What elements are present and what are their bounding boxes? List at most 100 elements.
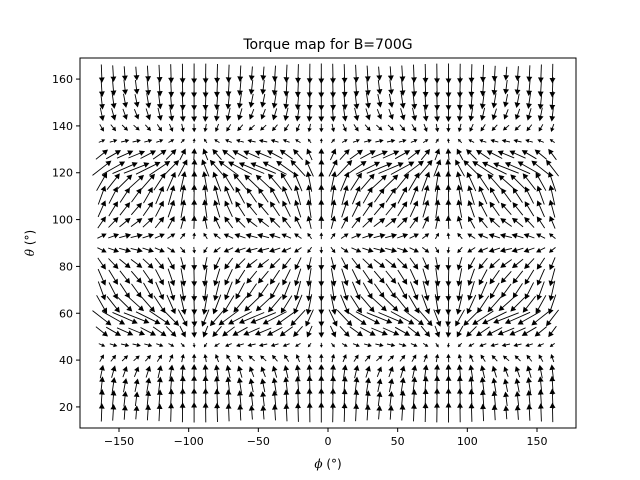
- quiver-arrow: [212, 294, 222, 315]
- quiver-arrow: [328, 159, 338, 177]
- quiver-arrow: [456, 184, 463, 206]
- quiver-arrow: [360, 327, 376, 336]
- quiver-arrow: [214, 364, 220, 379]
- quiver-arrow: [268, 173, 282, 190]
- quiver-arrow: [201, 171, 208, 192]
- quiver-arrow: [145, 108, 152, 121]
- quiver-arrow: [319, 246, 324, 254]
- quiver-arrow: [128, 174, 144, 189]
- quiver-arrow: [108, 186, 118, 204]
- quiver-arrow: [371, 297, 387, 312]
- quiver-arrow: [455, 159, 465, 177]
- quiver-arrow: [341, 185, 349, 206]
- quiver-arrow: [404, 160, 424, 176]
- quiver-arrow: [109, 138, 118, 143]
- quiver-arrow: [524, 282, 535, 300]
- quiver-arrow: [280, 295, 293, 314]
- quiver-arrow: [224, 200, 233, 217]
- quiver-arrow: [362, 201, 373, 217]
- quiver-arrow: [480, 124, 486, 132]
- quiver-arrow: [191, 123, 197, 133]
- quiver-arrow: [202, 364, 209, 380]
- quiver-arrow: [255, 297, 271, 312]
- quiver-arrow: [420, 148, 431, 161]
- quiver-arrow: [306, 63, 313, 84]
- quiver-arrow: [318, 325, 325, 338]
- quiver-arrow: [203, 353, 208, 363]
- quiver-arrow: [500, 271, 512, 284]
- quiver-arrow: [503, 79, 510, 95]
- quiver-arrow: [330, 353, 336, 363]
- quiver-arrow: [191, 148, 198, 161]
- quiver-arrow: [165, 149, 177, 160]
- quiver-arrow: [108, 233, 120, 239]
- quiver-arrow: [537, 139, 544, 143]
- quiver-arrow: [235, 269, 246, 285]
- quiver-arrow: [237, 124, 244, 132]
- quiver-arrow: [511, 247, 524, 254]
- quiver-arrow: [119, 258, 131, 269]
- quiver-arrow: [155, 185, 165, 205]
- quiver-arrow: [168, 123, 174, 132]
- quiver-arrow: [214, 139, 220, 143]
- quiver-arrow: [235, 282, 245, 300]
- quiver-arrow: [342, 354, 347, 363]
- quiver-arrow: [168, 375, 175, 395]
- quiver-arrow: [155, 200, 164, 217]
- quiver-arrow: [457, 342, 463, 348]
- quiver-arrow: [282, 269, 291, 286]
- quiver-arrow: [284, 354, 290, 362]
- quiver-arrow: [145, 65, 152, 82]
- quiver-arrow: [179, 148, 186, 161]
- quiver-arrow: [246, 283, 257, 299]
- quiver-arrow: [260, 79, 267, 95]
- quiver-arrow: [132, 342, 141, 348]
- quiver-arrow: [549, 139, 555, 143]
- quiver-arrow: [202, 257, 209, 271]
- quiver-arrow: [213, 280, 221, 302]
- quiver-arrow: [120, 342, 130, 348]
- quiver-arrow: [121, 404, 128, 420]
- quiver-arrow: [341, 107, 348, 122]
- quiver-arrow: [512, 202, 524, 216]
- quiver-arrow: [191, 215, 198, 229]
- quiver-arrow: [399, 124, 406, 132]
- quiver-arrow: [352, 139, 360, 143]
- quiver-arrow: [281, 233, 292, 239]
- quiver-arrow: [509, 150, 526, 159]
- quiver-arrow: [266, 327, 283, 336]
- quiver-arrow: [521, 150, 537, 160]
- quiver-arrow: [214, 402, 221, 423]
- quiver-arrow: [345, 160, 367, 176]
- quiver-arrow: [445, 375, 452, 395]
- quiver-arrow: [306, 199, 313, 218]
- quiver-arrow: [503, 94, 509, 108]
- quiver-arrow: [385, 202, 397, 216]
- quiver-arrow: [457, 138, 463, 144]
- quiver-arrow: [339, 325, 350, 337]
- quiver-arrow: [353, 124, 359, 132]
- quiver-arrow: [446, 246, 451, 254]
- quiver-arrow: [467, 233, 476, 239]
- quiver-arrow: [262, 161, 287, 175]
- quiver-arrow: [191, 353, 197, 363]
- quiver-arrow: [497, 150, 515, 159]
- quiver-arrow: [434, 171, 441, 192]
- quiver-arrow: [92, 160, 112, 176]
- quiver-arrow: [501, 138, 511, 144]
- quiver-arrow: [233, 173, 248, 190]
- quiver-arrow: [271, 124, 278, 132]
- quiver-arrow: [479, 365, 486, 379]
- quiver-arrow: [224, 185, 233, 205]
- quiver-arrow: [234, 233, 246, 239]
- quiver-arrow: [318, 215, 325, 229]
- quiver-arrow: [305, 159, 314, 177]
- quiver-arrow: [214, 354, 220, 363]
- quiver-arrow: [144, 138, 153, 144]
- quiver-arrow: [420, 325, 431, 338]
- quiver-arrow: [376, 94, 383, 108]
- quiver-arrow: [330, 268, 337, 287]
- quiver-arrow: [191, 364, 198, 380]
- quiver-arrow: [477, 295, 490, 314]
- quiver-arrow: [526, 354, 533, 362]
